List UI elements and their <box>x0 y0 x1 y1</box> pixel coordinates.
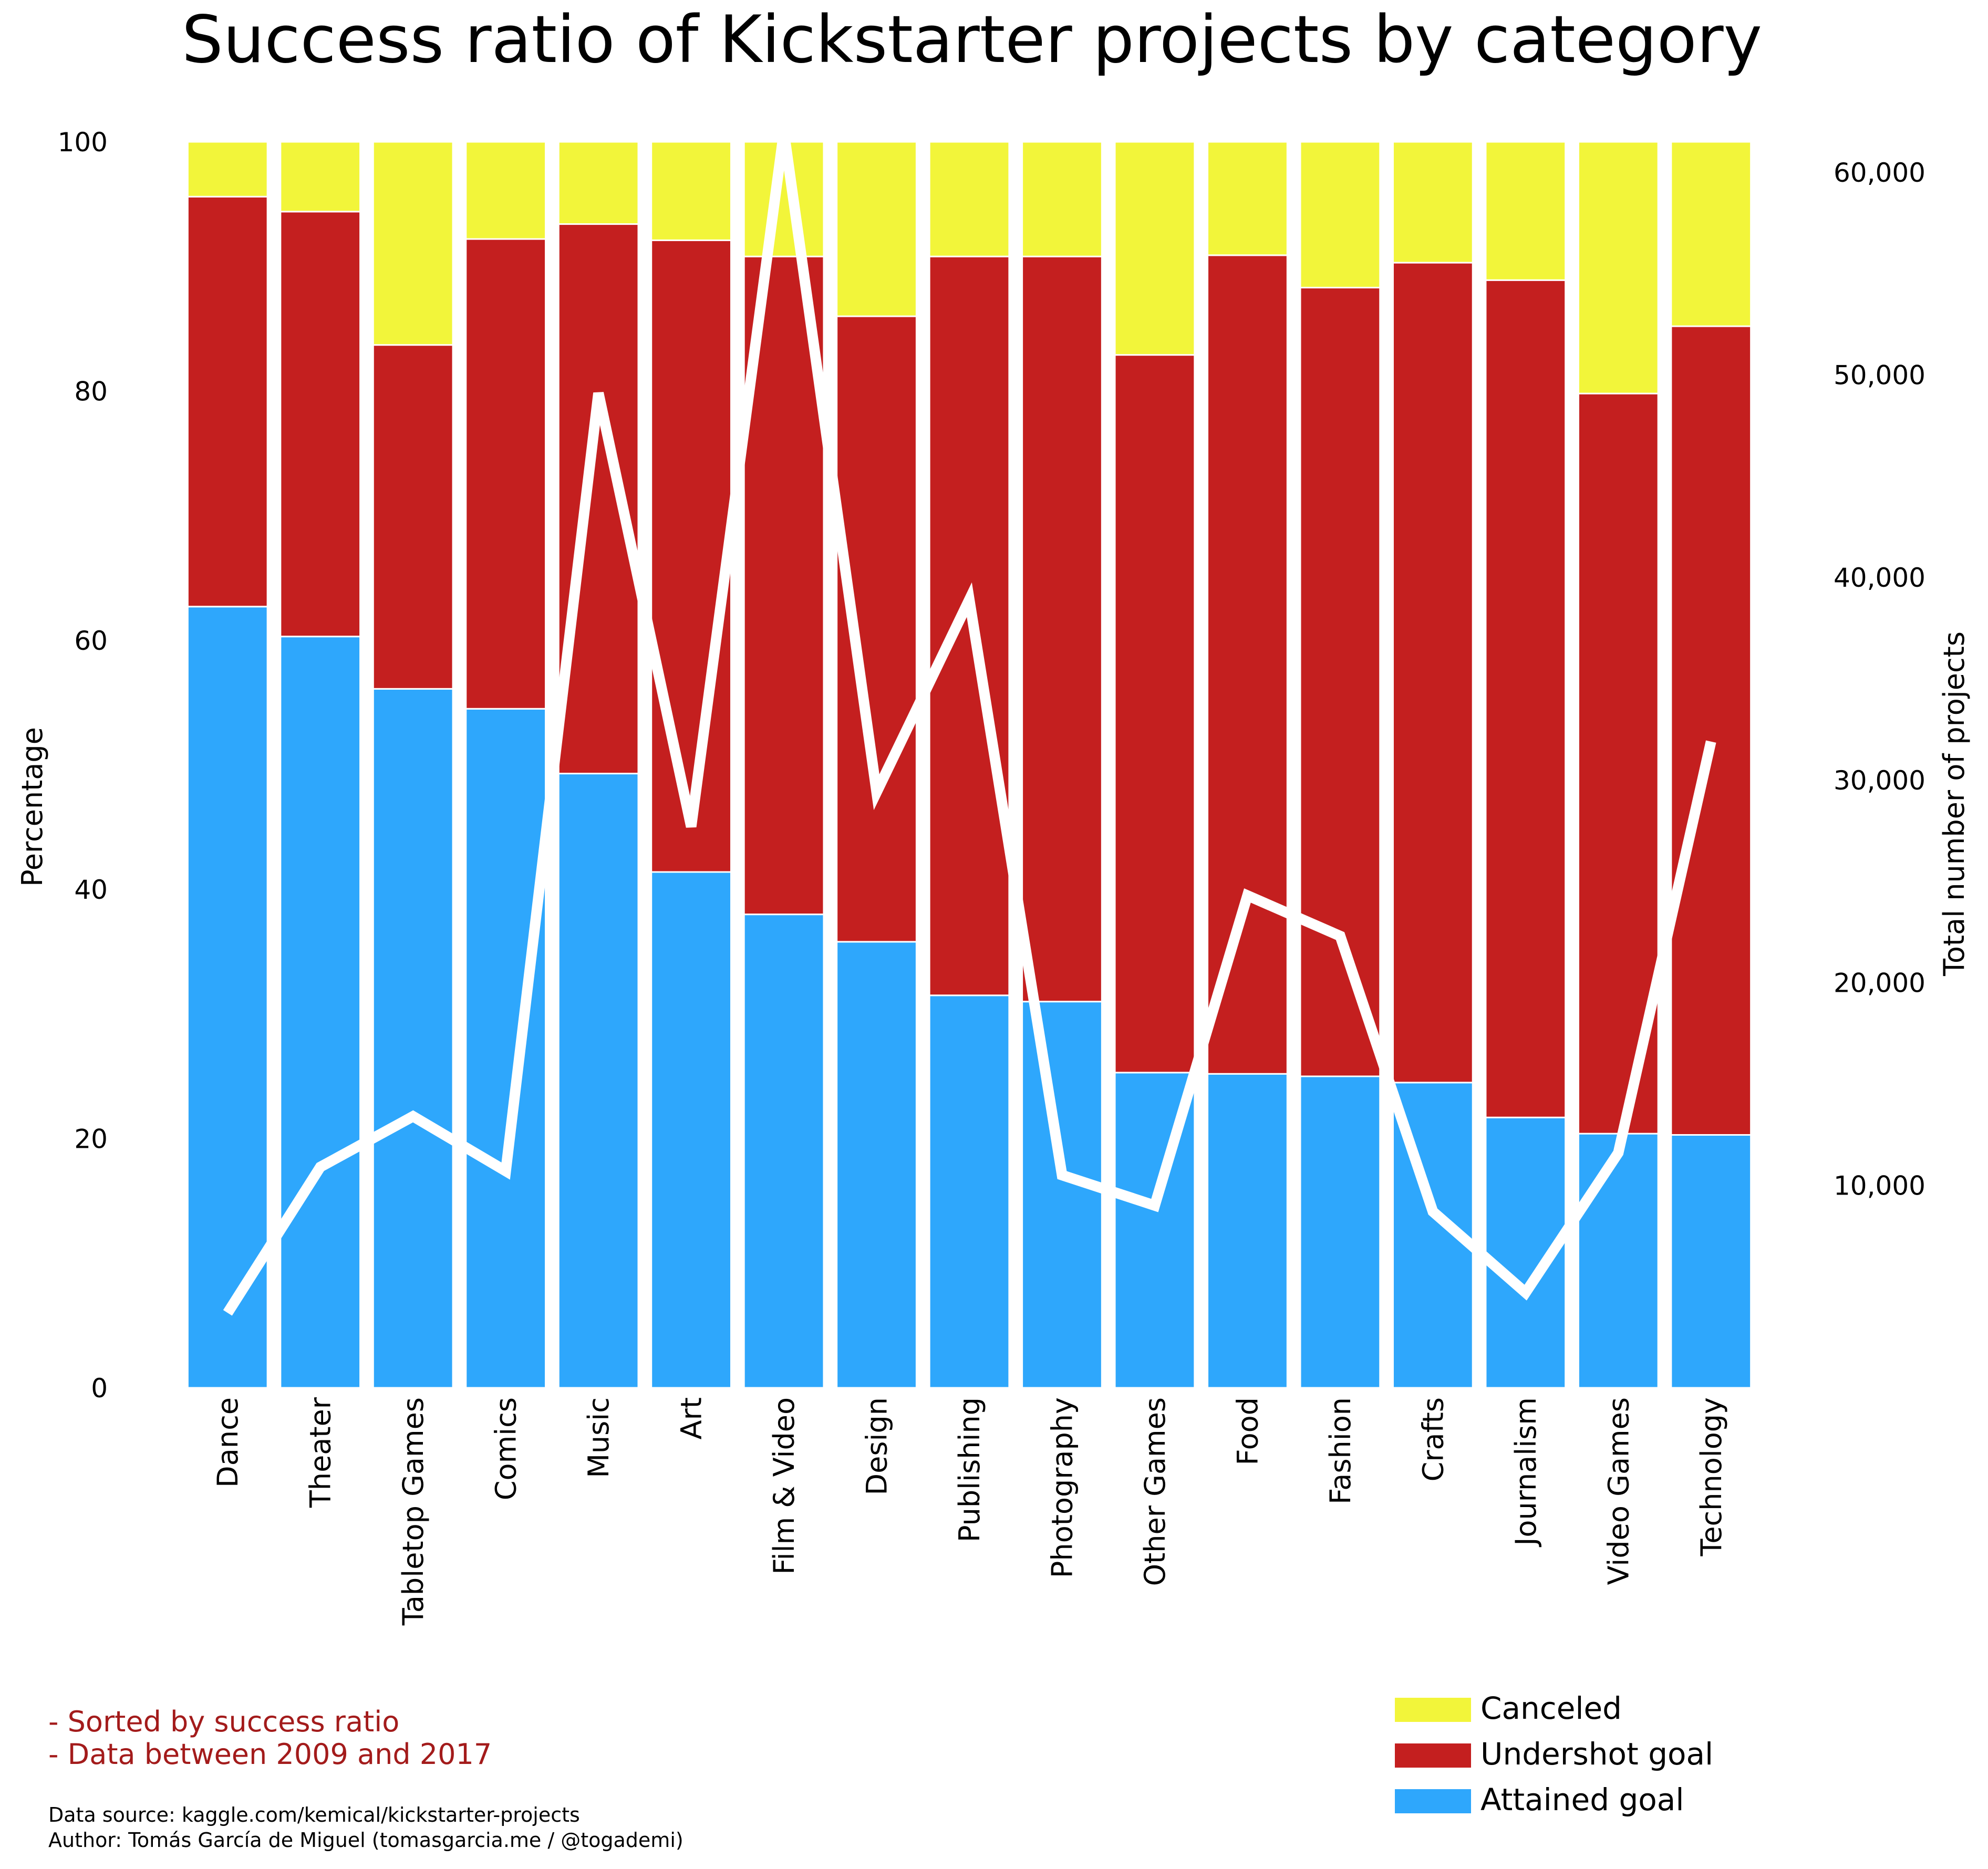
x-tick-label-fashion: Fashion <box>1324 1397 1357 1504</box>
bar-canceled-design <box>836 141 917 317</box>
y-axis-right: 10,000 20,000 30,000 40,000 50,000 60,000 <box>1834 158 1925 1201</box>
bar-canceled-tabletop-games <box>372 141 454 346</box>
bar-undershot-goal-dance <box>187 195 268 608</box>
y2-tick-label: 20,000 <box>1834 968 1925 999</box>
bar-canceled-music <box>557 141 639 225</box>
x-tick-label-crafts: Crafts <box>1416 1397 1449 1481</box>
bar-canceled-crafts <box>1392 141 1474 264</box>
x-tick-label-music: Music <box>582 1397 615 1478</box>
bar-undershot-goal-theater <box>279 211 361 638</box>
x-tick-label-design: Design <box>861 1397 894 1495</box>
legend: Canceled Undershot goal Attained goal <box>1395 1690 1713 1818</box>
bar-undershot-goal-journalism <box>1485 279 1567 1118</box>
legend-swatch-canceled <box>1395 1698 1471 1722</box>
bar-attained-goal-food <box>1207 1073 1288 1389</box>
bar-attained-goal-fashion <box>1299 1075 1381 1389</box>
legend-swatch-undershot-goal <box>1395 1743 1471 1768</box>
x-tick-label-technology: Technology <box>1695 1397 1728 1556</box>
bar-canceled-technology <box>1670 141 1752 327</box>
bar-attained-goal-music <box>557 773 639 1389</box>
x-tick-label-publishing: Publishing <box>953 1397 986 1542</box>
x-tick-label-video-games: Video Games <box>1602 1397 1635 1585</box>
credit-author: Author: Tomás García de Miguel (tomasgar… <box>48 1829 684 1852</box>
bar-canceled-other-games <box>1114 141 1196 356</box>
legend-label-undershot-goal: Undershot goal <box>1480 1736 1713 1772</box>
y-axis-label: Percentage <box>16 727 49 887</box>
legend-label-canceled: Canceled <box>1480 1690 1622 1726</box>
bar-attained-goal-technology <box>1670 1134 1752 1389</box>
bar-canceled-journalism <box>1485 141 1567 281</box>
bar-undershot-goal-crafts <box>1392 262 1474 1084</box>
x-tick-label-tabletop-games: Tabletop Games <box>397 1397 430 1626</box>
bar-canceled-fashion <box>1299 141 1381 289</box>
bar-attained-goal-comics <box>465 708 547 1389</box>
y-tick-label: 100 <box>58 127 108 158</box>
bar-undershot-goal-photography <box>1021 255 1103 1003</box>
bar-canceled-film-and-video <box>743 141 825 257</box>
y-tick-label: 0 <box>91 1373 108 1404</box>
bar-attained-goal-tabletop-games <box>372 688 454 1389</box>
y-tick-label: 80 <box>74 376 108 407</box>
y-tick-label: 40 <box>74 875 108 905</box>
line-total-projects <box>223 131 1716 1316</box>
chart-title: Success ratio of Kickstarter projects by… <box>182 2 1762 78</box>
y-tick-label: 60 <box>74 626 108 656</box>
bar-attained-goal-photography <box>1021 1001 1103 1389</box>
y2-tick-label: 60,000 <box>1834 158 1925 188</box>
legend-swatch-attained-goal <box>1395 1789 1471 1813</box>
x-tick-label-theater: Theater <box>304 1397 337 1508</box>
y2-tick-label: 40,000 <box>1834 563 1925 593</box>
bar-canceled-theater <box>279 141 361 213</box>
bar-attained-goal-theater <box>279 636 361 1389</box>
bar-undershot-goal-other-games <box>1114 354 1196 1074</box>
x-tick-label-journalism: Journalism <box>1509 1397 1542 1548</box>
bar-undershot-goal-tabletop-games <box>372 344 454 690</box>
bar-undershot-goal-fashion <box>1299 287 1381 1077</box>
bar-attained-goal-design <box>836 941 917 1389</box>
y2-tick-label: 50,000 <box>1834 360 1925 391</box>
y-axis-left: 0 20 40 60 80 100 <box>58 127 108 1404</box>
note-sorted: - Sorted by success ratio <box>48 1705 399 1738</box>
legend-label-attained-goal: Attained goal <box>1480 1782 1684 1818</box>
bar-attained-goal-dance <box>187 606 268 1389</box>
x-tick-label-food: Food <box>1231 1397 1264 1466</box>
x-tick-label-dance: Dance <box>211 1397 244 1488</box>
bar-undershot-goal-comics <box>465 238 547 710</box>
y2-tick-label: 10,000 <box>1834 1170 1925 1201</box>
x-tick-label-other-games: Other Games <box>1138 1397 1172 1586</box>
bar-canceled-publishing <box>928 141 1010 257</box>
bar-canceled-food <box>1207 141 1288 256</box>
bar-undershot-goal-food <box>1207 254 1288 1075</box>
bar-canceled-dance <box>187 141 268 198</box>
bar-canceled-video-games <box>1577 141 1659 394</box>
note-date-range: - Data between 2009 and 2017 <box>48 1738 492 1771</box>
y2-axis-label: Total number of projects <box>1938 631 1971 977</box>
bars-layer <box>187 141 1752 1389</box>
x-tick-label-film-and-video: Film & Video <box>768 1397 801 1574</box>
bar-attained-goal-art <box>650 871 732 1389</box>
credit-data-source: Data source: kaggle.com/kemical/kickstar… <box>48 1803 580 1826</box>
y-tick-label: 20 <box>74 1124 108 1155</box>
bar-attained-goal-film-and-video <box>743 913 825 1389</box>
bar-canceled-comics <box>465 141 547 240</box>
bar-canceled-photography <box>1021 141 1103 257</box>
bar-undershot-goal-art <box>650 239 732 873</box>
bar-undershot-goal-technology <box>1670 325 1752 1136</box>
bar-attained-goal-video-games <box>1577 1133 1659 1389</box>
bar-undershot-goal-video-games <box>1577 392 1659 1135</box>
x-tick-label-photography: Photography <box>1045 1397 1079 1578</box>
bar-canceled-art <box>650 141 732 241</box>
line-layer <box>223 131 1716 1316</box>
x-axis: Dance Theater Tabletop Games Comics Music Art… <box>211 1397 1728 1626</box>
x-tick-label-art: Art <box>675 1397 708 1439</box>
bar-attained-goal-publishing <box>928 994 1010 1389</box>
x-tick-label-comics: Comics <box>490 1397 523 1500</box>
y2-tick-label: 30,000 <box>1834 765 1925 796</box>
